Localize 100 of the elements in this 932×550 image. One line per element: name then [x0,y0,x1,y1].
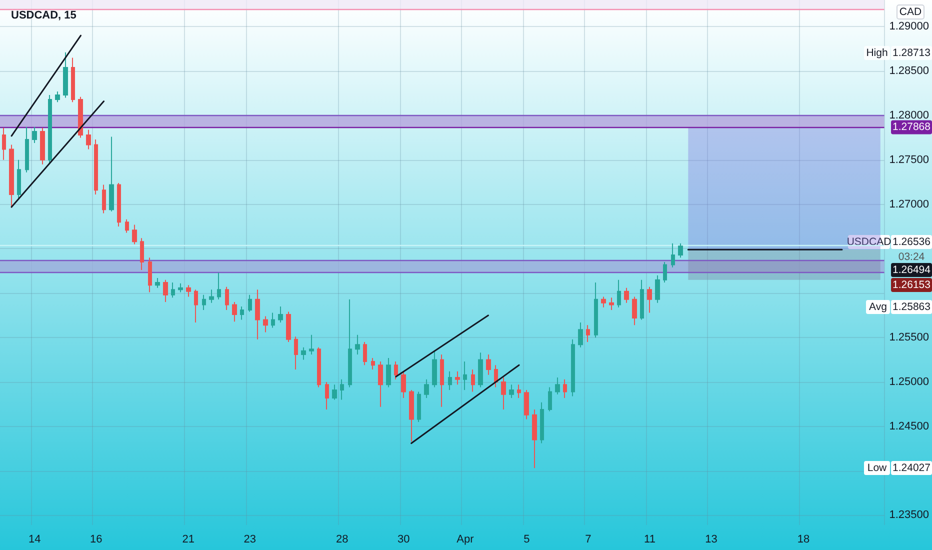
candlestick [209,289,214,304]
candlestick [163,279,168,303]
x-tick-label: Apr [456,534,474,546]
annotation: Low [867,462,888,474]
candlestick [294,336,298,370]
text: 03:24 [898,251,925,263]
candlestick [155,278,160,288]
ref-line-label: 1.27868 [892,121,931,134]
candlestick [394,361,398,380]
candlestick [509,384,514,398]
candlestick [671,242,675,268]
x-tick-label: 14 [28,534,41,546]
candlestick [486,354,491,376]
candlestick [355,334,360,355]
candlestick [455,370,460,386]
candlestick [378,361,383,408]
x-tick-label: 5 [524,534,530,546]
candlestick [9,144,14,208]
candlestick [624,287,629,304]
candlestick [286,311,291,343]
candlestick [471,369,475,392]
candlestick [663,262,667,283]
candlestick [102,184,106,214]
y-tick-label: 1.27000 [889,198,930,210]
candlestick [532,409,537,469]
candlestick [417,391,421,422]
candlestick [409,389,414,442]
candlestick [240,306,244,320]
candlestick [202,294,206,311]
x-tick-label: 28 [336,534,348,546]
candlestick [594,282,598,338]
y-tick-label: 1.27500 [889,154,930,166]
y-tick-label: 1.25000 [889,376,930,388]
candlestick [63,52,68,98]
candlestick [263,316,268,333]
candlestick [401,370,406,398]
candlestick [571,338,575,397]
y-tick-label: 1.28500 [889,65,930,78]
candlestick [563,378,567,398]
candlestick [478,352,483,388]
y-tick-label: 1.28000 [889,109,930,122]
candlestick [617,279,621,308]
candlestick [371,357,375,370]
text: USDCAD, 15 [11,10,76,22]
candlestick [2,127,6,160]
candlestick [609,297,614,311]
candlestick [317,346,321,388]
candlestick [55,91,60,103]
candlestick [655,274,660,304]
text: 1.26536 [892,236,931,248]
candlestick [647,286,652,314]
candlestick [25,126,29,173]
candlestick [248,294,252,312]
candlestick [109,136,114,212]
y-tick-label: 1.23500 [889,509,930,522]
candlestick [448,370,452,390]
candlestick [332,384,337,400]
text: 1.25863 [892,301,931,313]
text: 1.28713 [892,47,931,59]
candlestick [524,389,529,420]
candlestick [171,282,175,298]
candlestick [86,129,91,150]
text: 1.24027 [892,462,931,474]
x-tick-label: 7 [585,534,592,546]
x-tick-label: 13 [705,534,718,546]
candlestick [117,182,121,228]
y-tick-label: 1.29000 [889,20,930,33]
x-tick-label: 18 [797,534,810,546]
candlestick [578,322,583,348]
x-tick-label: 11 [644,534,656,546]
candlestick [586,324,590,343]
candlestick [232,302,237,322]
candlestick [71,57,75,103]
candlestick [494,364,498,388]
candlestick [140,238,144,271]
text: CAD [899,6,922,18]
candlestick [440,354,444,408]
candlestick [217,272,221,300]
x-tick-label: 30 [398,534,410,546]
candlestick [340,378,344,400]
annotation: Avg [869,301,888,313]
candlestick [301,346,306,360]
candlestick [463,361,467,390]
candlestick [432,350,437,388]
x-tick-label: 16 [90,534,102,546]
candlestick [148,257,152,293]
candlestick [271,312,275,328]
candlestick [17,159,21,199]
candlestick [640,279,644,320]
candlestick [132,224,137,245]
candlestick [601,296,606,308]
candlestick [40,127,45,165]
candlestick [194,289,198,323]
candlestick [386,357,391,388]
candlestick [555,377,560,395]
text: 1.26153 [892,279,931,291]
x-tick-label: 23 [244,534,256,546]
candlestick [325,381,329,410]
candlestick [678,242,683,258]
candlestick [348,298,352,388]
